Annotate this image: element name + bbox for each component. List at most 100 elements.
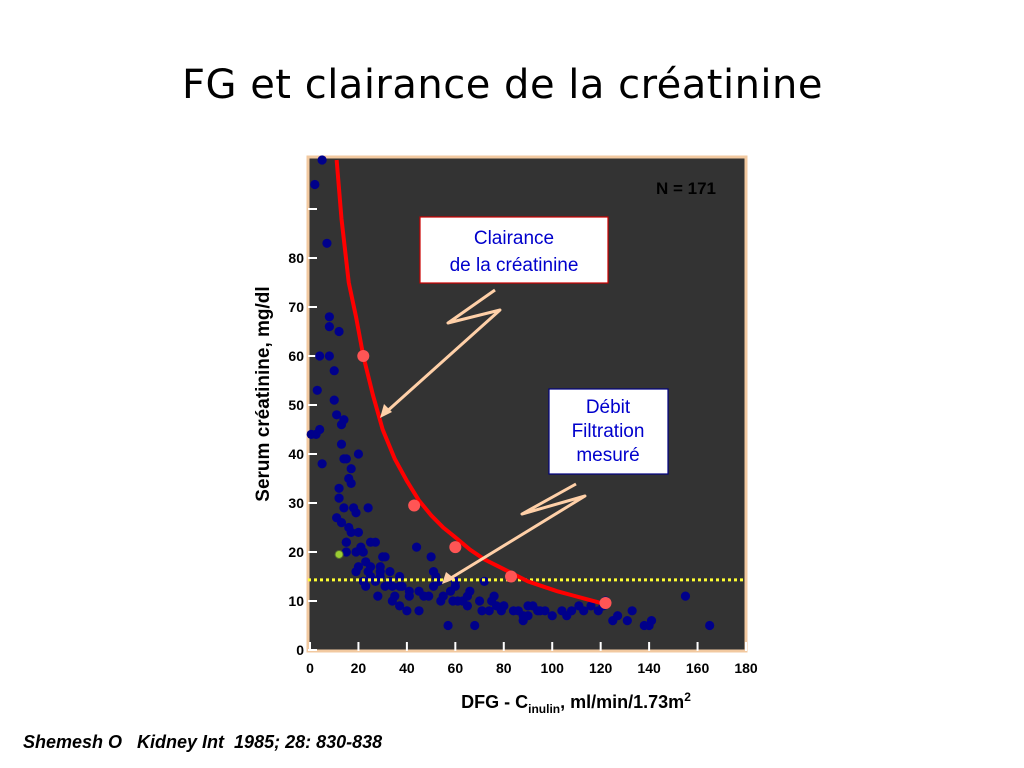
x-axis-label-main: DFG - C [461, 692, 528, 712]
callout-clairance-line-2: de la créatinine [450, 255, 579, 276]
data-point [395, 571, 405, 582]
data-point [315, 424, 325, 435]
data-point [363, 503, 373, 513]
data-point [351, 547, 361, 557]
data-point [324, 351, 334, 361]
y-tick-label: 50 [288, 397, 304, 413]
data-point [567, 606, 577, 616]
data-point [358, 547, 368, 557]
data-point [622, 616, 632, 626]
y-tick-label: 60 [288, 348, 304, 364]
data-point [613, 611, 623, 621]
data-point [646, 616, 657, 626]
x-tick-label: 40 [399, 660, 415, 676]
x-tick-label: 180 [734, 660, 758, 676]
data-point [402, 606, 412, 616]
x-axis-label-rest: , ml/min/1.73m [560, 692, 684, 712]
data-point [336, 518, 347, 528]
data-point [680, 591, 691, 601]
data-point [361, 581, 371, 591]
data-point [324, 312, 334, 322]
x-tick-label: 120 [589, 660, 613, 676]
data-point [518, 611, 528, 621]
arrow-debit-head-icon [442, 572, 455, 584]
data-point [353, 527, 364, 538]
x-tick-label: 80 [496, 660, 512, 676]
curve-marker [599, 596, 612, 609]
callout-clairance-box [419, 216, 609, 284]
data-point [579, 606, 589, 616]
data-point [411, 542, 422, 552]
callout-debit: Débit Filtration mesuré [548, 388, 669, 475]
data-point [336, 420, 347, 430]
y-tick-label: 10 [288, 593, 304, 609]
data-point [438, 591, 448, 601]
data-point [443, 620, 453, 631]
callout-debit-line-1: Débit [586, 397, 631, 418]
y-tick-label: 20 [288, 544, 304, 560]
callout-clairance: Clairance de la créatinine [419, 216, 609, 284]
data-point [353, 562, 364, 572]
creatinine-clearance-curve [334, 159, 611, 607]
arrow-debit-icon [442, 482, 587, 584]
data-point [395, 601, 405, 611]
data-point [450, 581, 460, 591]
scatter-chart: 0 20 40 60 80 100 120 140 160 180 0 10 20 30 40 50 60 70 8… [253, 155, 758, 716]
x-axis-label: DFG - Cinulin, ml/min/1.73m2 [461, 690, 691, 716]
data-point [426, 552, 436, 562]
data-point [424, 591, 434, 601]
data-point [378, 552, 388, 562]
x-axis-label-sup: 2 [684, 690, 691, 704]
data-point [322, 238, 332, 248]
curve-marker [505, 570, 518, 583]
data-point [540, 606, 550, 616]
data-point [332, 410, 342, 420]
data-point [346, 464, 356, 474]
data-point [346, 527, 356, 538]
data-point [315, 351, 325, 361]
data-point [462, 591, 473, 601]
x-tick-label: 100 [541, 660, 565, 676]
data-point [312, 385, 322, 395]
data-point [448, 596, 458, 606]
data-point [547, 611, 557, 621]
y-tick-label: 0 [296, 642, 304, 658]
x-axis-label-sub: inulin [528, 702, 560, 716]
data-point [705, 620, 715, 631]
data-point [341, 537, 351, 547]
y-tick-label: 40 [288, 446, 304, 462]
sample-size-label: N = 171 [656, 179, 716, 198]
callout-clairance-line-1: Clairance [474, 228, 554, 249]
x-tick-label: 20 [351, 660, 367, 676]
data-point [353, 449, 364, 459]
data-point [470, 620, 480, 631]
callout-debit-line-3: mesuré [576, 445, 639, 466]
data-point [404, 591, 414, 601]
data-point [627, 606, 637, 616]
slide-title: FG et clairance de la créatinine [181, 62, 824, 108]
data-point [462, 601, 473, 611]
data-point [336, 439, 347, 449]
data-point [397, 581, 407, 591]
data-point [334, 493, 344, 503]
x-tick-label: 160 [686, 660, 710, 676]
data-point [341, 454, 351, 464]
data-point [586, 601, 596, 611]
curve-marker [449, 541, 462, 554]
y-axis-label: Serum créatinine, mg/dl [253, 286, 274, 501]
data-point [489, 591, 499, 601]
x-tick-label: 60 [448, 660, 464, 676]
data-point [431, 571, 441, 582]
y-tick-label: 70 [288, 299, 304, 315]
curve-marker [408, 499, 421, 512]
arrow-clairance-icon [380, 288, 502, 418]
data-point [414, 606, 424, 616]
data-point [317, 155, 327, 165]
data-point [370, 537, 380, 547]
data-point [484, 606, 494, 616]
data-point [310, 179, 320, 190]
data-point [474, 596, 485, 606]
data-point [346, 478, 356, 488]
callout-debit-line-2: Filtration [572, 421, 645, 442]
data-point [373, 591, 383, 601]
